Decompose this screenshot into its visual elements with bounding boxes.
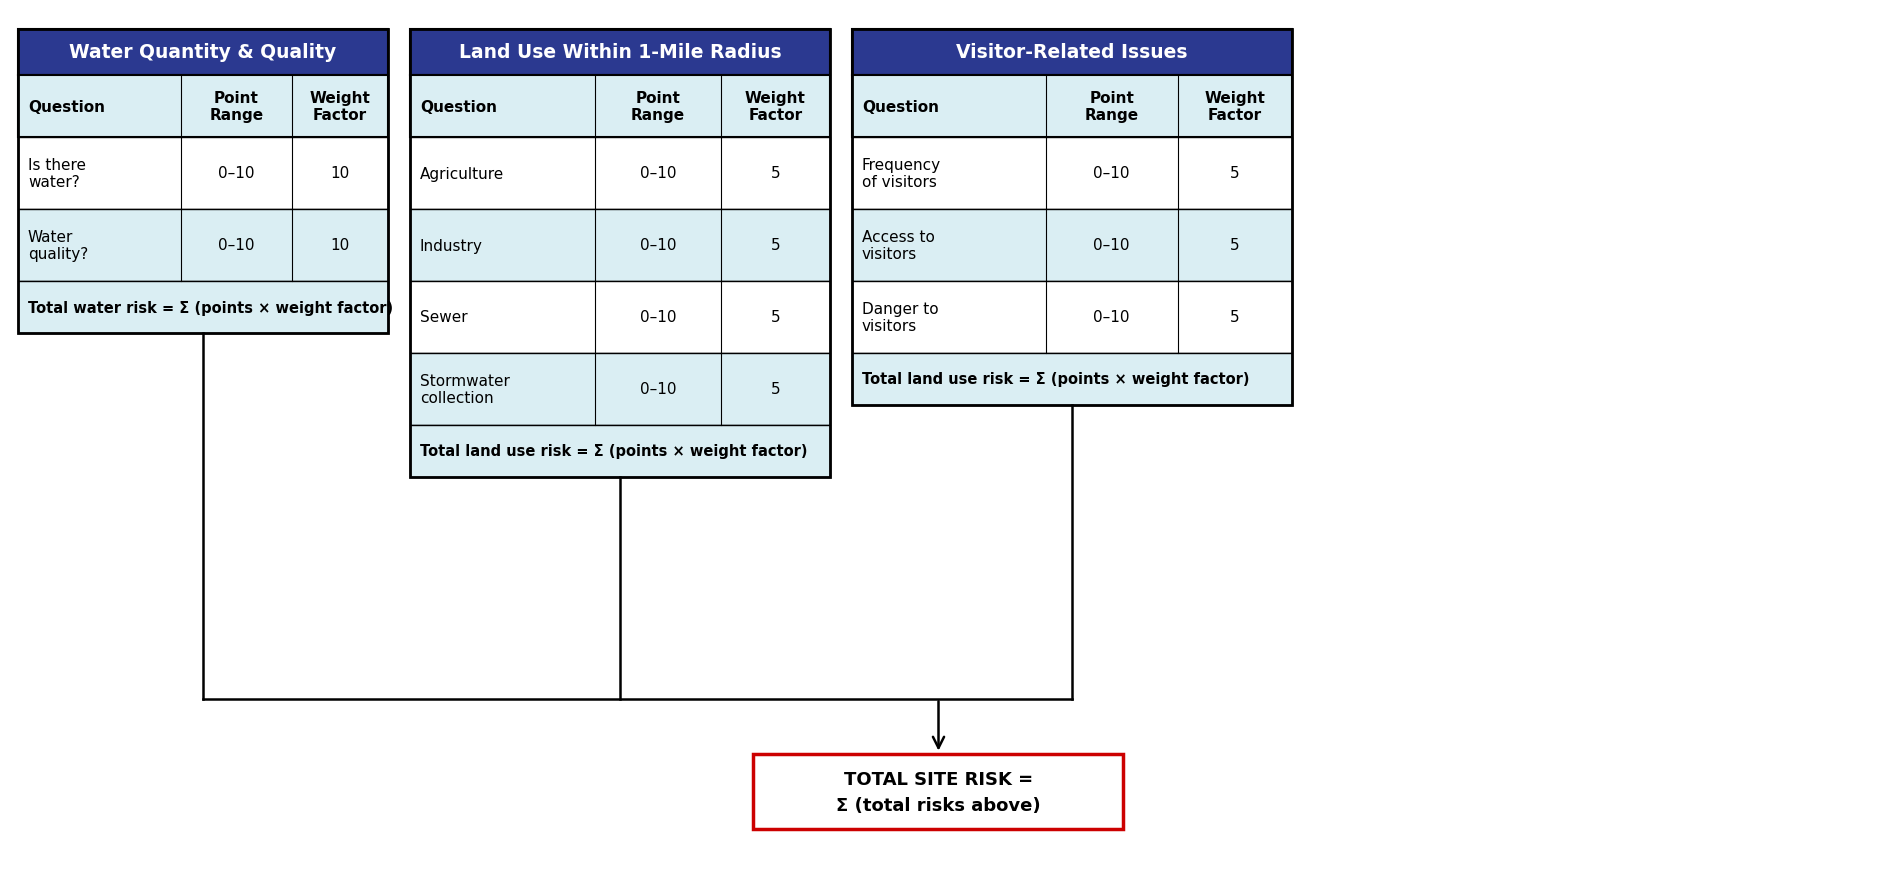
Text: Is there
water?: Is there water? xyxy=(28,157,86,190)
Text: 0–10: 0–10 xyxy=(1092,166,1130,182)
Bar xyxy=(19,138,389,209)
Text: Σ (total risks above): Σ (total risks above) xyxy=(835,796,1042,814)
Bar xyxy=(409,209,830,282)
Text: Danger to
visitors: Danger to visitors xyxy=(862,302,938,334)
Text: Question: Question xyxy=(420,99,497,115)
Text: 0–10: 0–10 xyxy=(218,166,255,182)
Text: 5: 5 xyxy=(771,382,781,397)
Bar xyxy=(19,76,389,138)
Text: Weight
Factor: Weight Factor xyxy=(745,90,805,123)
Text: Water Quantity & Quality: Water Quantity & Quality xyxy=(69,43,336,63)
Text: 5: 5 xyxy=(771,238,781,253)
Text: Question: Question xyxy=(28,99,105,115)
Text: Total land use risk = Σ (points × weight factor): Total land use risk = Σ (points × weight… xyxy=(420,444,807,459)
Text: Weight
Factor: Weight Factor xyxy=(1205,90,1265,123)
Text: Question: Question xyxy=(862,99,938,115)
Bar xyxy=(852,138,1291,209)
Text: Point
Range: Point Range xyxy=(1085,90,1139,123)
Text: 5: 5 xyxy=(1229,238,1239,253)
Text: Visitor-Related Issues: Visitor-Related Issues xyxy=(955,43,1188,63)
Text: Agriculture: Agriculture xyxy=(420,166,505,182)
Bar xyxy=(19,30,389,76)
Bar xyxy=(852,30,1291,406)
Bar xyxy=(409,138,830,209)
Text: Frequency
of visitors: Frequency of visitors xyxy=(862,157,940,190)
Text: 0–10: 0–10 xyxy=(640,166,676,182)
Bar xyxy=(409,426,830,477)
Text: Point
Range: Point Range xyxy=(631,90,685,123)
Bar xyxy=(409,30,830,76)
Bar xyxy=(753,753,1124,828)
Text: Land Use Within 1-Mile Radius: Land Use Within 1-Mile Radius xyxy=(458,43,781,63)
Text: Point
Range: Point Range xyxy=(208,90,263,123)
Bar xyxy=(19,209,389,282)
Text: 5: 5 xyxy=(771,310,781,325)
Text: Total land use risk = Σ (points × weight factor): Total land use risk = Σ (points × weight… xyxy=(862,372,1250,387)
Text: 0–10: 0–10 xyxy=(640,238,676,253)
Text: Water
quality?: Water quality? xyxy=(28,229,88,262)
Bar xyxy=(852,354,1291,406)
Text: 0–10: 0–10 xyxy=(640,310,676,325)
Text: 5: 5 xyxy=(1229,310,1239,325)
Text: Total water risk = Σ (points × weight factor): Total water risk = Σ (points × weight fa… xyxy=(28,300,392,315)
Text: 10: 10 xyxy=(330,238,349,253)
Bar xyxy=(852,282,1291,354)
Text: 5: 5 xyxy=(1229,166,1239,182)
Bar xyxy=(19,282,389,334)
Text: 0–10: 0–10 xyxy=(1092,238,1130,253)
Text: 0–10: 0–10 xyxy=(218,238,255,253)
Text: Weight
Factor: Weight Factor xyxy=(310,90,370,123)
Text: Industry: Industry xyxy=(420,238,482,253)
Text: 0–10: 0–10 xyxy=(1092,310,1130,325)
Bar xyxy=(409,282,830,354)
Text: 5: 5 xyxy=(771,166,781,182)
Text: Sewer: Sewer xyxy=(420,310,467,325)
Text: TOTAL SITE RISK =: TOTAL SITE RISK = xyxy=(845,770,1032,788)
Text: 0–10: 0–10 xyxy=(640,382,676,397)
Bar xyxy=(852,30,1291,76)
Text: Access to
visitors: Access to visitors xyxy=(862,229,935,262)
Bar xyxy=(19,30,389,334)
Bar xyxy=(852,209,1291,282)
Bar xyxy=(409,76,830,138)
Bar xyxy=(409,354,830,426)
Text: 10: 10 xyxy=(330,166,349,182)
Text: Stormwater
collection: Stormwater collection xyxy=(420,374,511,406)
Bar xyxy=(852,76,1291,138)
Bar xyxy=(409,30,830,477)
